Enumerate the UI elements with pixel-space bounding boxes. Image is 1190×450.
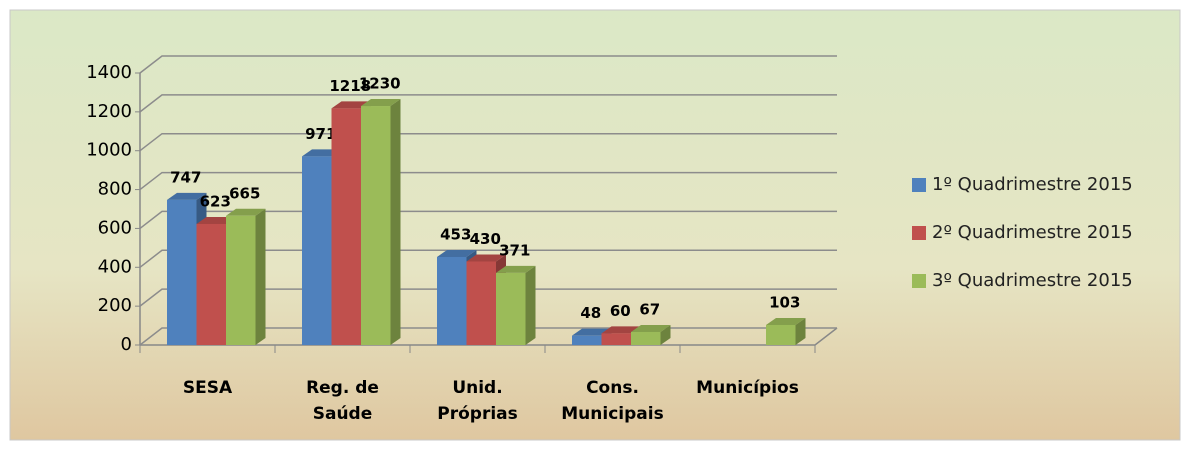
value-label: 971 [305,125,336,143]
bar-side [390,99,401,346]
x-tick-label: Cons. Municipais [561,378,663,424]
value-label: 665 [229,184,260,202]
bar-top [466,254,506,262]
bar-top [601,326,641,334]
value-label: 747 [170,168,201,186]
bar-top [437,249,477,257]
bar-front [601,333,631,345]
bar-front [331,108,361,345]
y-tick-label: 1400 [86,62,132,83]
bar-front [167,199,197,345]
value-label: 60 [610,302,631,320]
bar-front [361,106,391,346]
bar-front [631,331,661,345]
value-label: 430 [470,230,501,248]
bar-top [496,265,536,273]
value-label: 1218 [329,77,371,95]
legend-label: 1º Quadrimestre 2015 [932,174,1133,195]
bar-front [196,223,226,345]
bar-front [572,335,602,345]
bar-front [437,256,467,345]
bar-side [255,208,266,345]
x-tick-label: Unid. Próprias [437,378,518,424]
legend-label: 3º Quadrimestre 2015 [932,270,1133,291]
value-label: 623 [200,192,231,210]
bar [226,208,266,345]
y-tick-label: 200 [98,295,132,316]
y-tick-label: 1000 [86,140,132,161]
value-label: 453 [440,225,471,243]
legend-swatch [912,274,926,288]
legend-swatch [912,226,926,240]
grid-line [139,94,837,113]
bar-side [795,317,806,345]
value-label: 48 [580,304,601,322]
bar-front [226,215,256,345]
value-label: 371 [499,241,530,259]
bar-front [496,272,526,345]
y-tick-label: 400 [98,256,132,277]
grid-line [139,55,837,74]
bar [496,265,536,345]
grid-line [139,171,837,191]
bar-front [466,261,496,345]
bar-front [302,156,332,345]
bar-top [226,208,266,216]
y-tick-label: 600 [98,217,132,238]
bar [361,99,401,346]
grid-line [139,249,837,268]
y-tick-label: 800 [98,179,132,200]
bar [766,317,806,345]
bar-top [631,324,671,332]
value-label: 1230 [359,75,401,93]
y-tick-label: 1200 [86,101,132,122]
bar-side [525,265,536,345]
x-tick-label: Reg. de Saúde [306,378,379,424]
bar-top [361,99,401,107]
grid-line [139,288,837,307]
bar-top [167,192,207,200]
bar-side [660,324,671,345]
grid-line [139,132,837,152]
bar [631,324,671,345]
legend-swatch [912,178,926,192]
x-tick-label: Municípios [696,378,799,398]
grid-line [139,210,837,230]
value-label: 67 [639,300,660,318]
bar-top [766,317,806,325]
legend-label: 2º Quadrimestre 2015 [932,222,1133,243]
y-tick-label: 0 [121,334,132,355]
value-label: 103 [769,293,800,311]
x-tick-label: SESA [183,378,233,398]
bar-front [766,324,796,345]
